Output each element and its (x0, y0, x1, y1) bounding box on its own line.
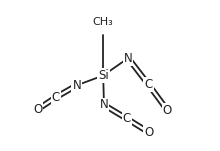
Text: CH₃: CH₃ (93, 17, 114, 27)
Text: C: C (123, 112, 131, 125)
Text: O: O (163, 104, 172, 117)
Text: N: N (100, 98, 108, 111)
Text: O: O (144, 126, 153, 139)
Text: C: C (144, 78, 153, 91)
Text: N: N (72, 79, 81, 92)
Text: N: N (124, 52, 132, 65)
Text: O: O (33, 103, 42, 116)
Text: Si: Si (98, 69, 109, 82)
Text: C: C (51, 91, 60, 104)
